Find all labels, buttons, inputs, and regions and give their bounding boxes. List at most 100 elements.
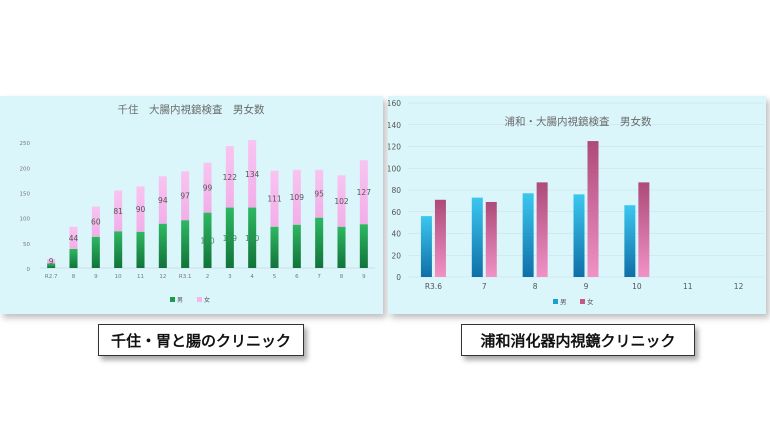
left-chart: 千住 大腸内視鏡検査 男女数 0 50 100 150 200 250 9 R2.7 44 8 60 9…	[20, 103, 375, 304]
legend-female-label: 女	[587, 297, 594, 306]
x-tick-label: 8	[340, 274, 344, 280]
x-tick-label: 10	[115, 274, 122, 280]
y-tick-label: 0	[396, 273, 401, 282]
x-tick-label: 6	[295, 274, 299, 280]
female-data-label: 44	[69, 234, 79, 243]
right-chart-panel: 0 20 40 60 80 100 120 140 160 浦和・大腸内視鏡検査 男女数 R3.6 7…	[387, 96, 766, 314]
y-tick-label: 120	[388, 143, 401, 152]
legend-male-swatch	[553, 299, 558, 304]
male-data-label: 119	[223, 234, 238, 243]
female-bar	[270, 170, 279, 227]
x-tick-label: R2.7	[45, 274, 58, 280]
y-tick-label: 140	[388, 121, 401, 130]
female-data-label: 95	[314, 190, 324, 199]
female-data-label: 134	[245, 170, 260, 179]
female-bar	[136, 186, 145, 232]
female-bar	[315, 169, 324, 218]
male-bar	[292, 224, 301, 268]
legend-female-swatch	[580, 299, 585, 304]
male-bar	[248, 207, 257, 268]
female-bar	[203, 162, 212, 213]
x-tick-label: 5	[273, 274, 277, 280]
x-tick-label: 3	[228, 274, 232, 280]
x-tick-label: R3.6	[425, 282, 442, 291]
x-tick-label: 7	[317, 274, 321, 280]
male-bar	[359, 224, 368, 268]
x-tick-label: 11	[137, 274, 144, 280]
female-data-label: 109	[290, 193, 305, 202]
legend-female-label: 女	[204, 296, 210, 304]
male-bar	[136, 231, 145, 268]
y-tick-label: 150	[20, 191, 31, 197]
y-tick-label: 0	[27, 267, 31, 273]
female-bar	[485, 201, 497, 277]
legend-male-swatch	[170, 297, 175, 302]
x-tick-label: 9	[584, 282, 589, 291]
x-tick-label: 8	[72, 274, 76, 280]
x-tick-label: 9	[362, 274, 366, 280]
female-bar	[337, 175, 346, 227]
male-bar	[471, 197, 483, 277]
female-data-label: 102	[334, 197, 349, 206]
male-bar	[158, 223, 167, 268]
male-bar	[337, 226, 346, 268]
male-bar	[225, 207, 234, 268]
x-tick-label: 11	[683, 282, 693, 291]
female-bar	[69, 226, 78, 249]
female-bar	[587, 141, 599, 277]
female-bar	[225, 146, 234, 208]
male-bar	[91, 236, 100, 268]
female-bar	[292, 169, 301, 225]
female-data-label: 81	[113, 207, 123, 216]
female-bar	[248, 140, 257, 208]
y-tick-label: 60	[391, 208, 401, 217]
female-data-label: 94	[158, 196, 168, 205]
x-tick-label: R3.1	[179, 274, 192, 280]
female-bar	[47, 258, 56, 264]
y-tick-label: 100	[388, 164, 401, 173]
x-tick-label: 12	[159, 274, 166, 280]
female-data-label: 127	[357, 188, 372, 197]
x-tick-label: 4	[250, 274, 254, 280]
female-bar	[434, 199, 446, 277]
legend-male-label: 男	[560, 298, 567, 306]
y-tick-label: 40	[391, 230, 401, 239]
x-tick-label: 10	[632, 282, 642, 291]
left-clinic-caption: 千住・胃と腸のクリニック	[98, 324, 304, 356]
left-chart-title: 千住 大腸内視鏡検査 男女数	[118, 103, 265, 116]
x-tick-label: 2	[206, 274, 210, 280]
y-tick-label: 160	[388, 99, 401, 108]
right-chart-title: 浦和・大腸内視鏡検査 男女数	[505, 115, 652, 128]
x-tick-label: 7	[482, 282, 487, 291]
right-clinic-caption: 浦和消化器内視鏡クリニック	[461, 324, 695, 356]
female-bar	[91, 206, 100, 237]
male-bar	[522, 193, 534, 277]
left-chart-panel: 千住 大腸内視鏡検査 男女数 0 50 100 150 200 250 9 R2.7 44 8 60 9…	[0, 96, 383, 314]
legend-female-swatch	[197, 297, 202, 302]
male-bar	[47, 263, 56, 268]
male-data-label: 110	[200, 236, 215, 245]
male-bar	[420, 216, 432, 277]
male-bar	[203, 212, 212, 268]
female-bar	[114, 190, 123, 232]
y-tick-label: 200	[20, 166, 31, 172]
x-tick-label: 8	[533, 282, 538, 291]
y-tick-label: 250	[20, 141, 31, 147]
male-data-label: 120	[245, 234, 260, 243]
female-bar	[181, 171, 190, 221]
legend-male-label: 男	[177, 297, 183, 304]
x-tick-label: 9	[94, 274, 98, 280]
female-data-label: 9	[49, 257, 54, 266]
male-bar	[69, 248, 78, 268]
y-tick-label: 20	[391, 251, 401, 260]
female-data-label: 60	[91, 218, 101, 227]
female-bar	[536, 182, 548, 277]
female-data-label: 97	[180, 192, 190, 201]
female-bar	[638, 182, 650, 277]
female-bar	[158, 176, 167, 224]
male-bar	[624, 205, 636, 277]
y-tick-label: 80	[391, 186, 401, 195]
female-data-label: 111	[267, 195, 282, 204]
male-bar	[114, 231, 123, 268]
male-bar	[315, 217, 324, 268]
